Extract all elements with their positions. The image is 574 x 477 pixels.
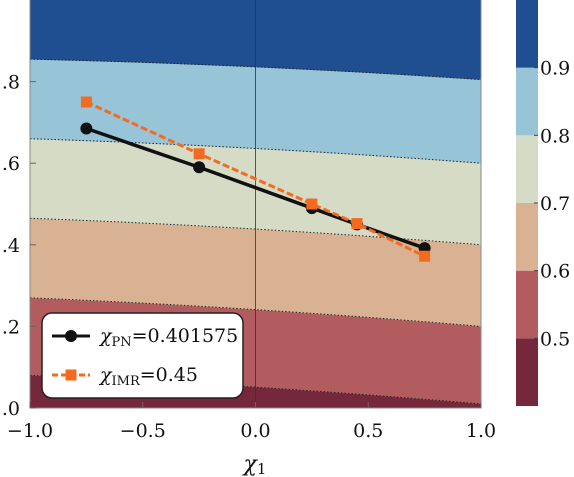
legend-label: χPN=0.401575 xyxy=(98,325,238,350)
colorbar-swatch xyxy=(516,0,538,68)
data-point-square xyxy=(419,250,431,262)
data-point-square xyxy=(80,96,92,108)
legend: χPN=0.401575 χIMR=0.45 xyxy=(41,312,244,399)
colorbar-tick-label: 0.7 xyxy=(540,193,570,215)
y-axis-ticks: .0 .2 .4 .6 .8 xyxy=(2,72,36,420)
y-tick-label: .4 xyxy=(2,235,20,257)
legend-box xyxy=(41,312,244,399)
legend-label: χIMR=0.45 xyxy=(98,364,198,389)
x-tick-label: −1.0 xyxy=(7,420,53,442)
series-line xyxy=(85,100,426,258)
colorbar-tick-label: 0.6 xyxy=(540,261,570,283)
colorbar-swatch xyxy=(516,203,538,271)
colorbar-swatch xyxy=(516,338,538,406)
data-point-square xyxy=(351,218,363,230)
legend-marker xyxy=(65,369,77,381)
x-axis-title: χ1 xyxy=(242,452,267,477)
y-tick-label: .2 xyxy=(2,316,20,338)
data-point-circle xyxy=(80,122,93,135)
contour-lines xyxy=(30,58,481,405)
data-point-square xyxy=(193,148,205,160)
data-point-circle xyxy=(193,161,206,174)
colorbar: 0.5 0.6 0.7 0.8 0.9 xyxy=(516,0,570,406)
colorbar-swatch xyxy=(516,67,538,136)
contour-line xyxy=(30,58,481,81)
y-tick-label: .8 xyxy=(2,72,20,94)
y-tick-label: .6 xyxy=(2,153,20,175)
x-tick-label: 1.0 xyxy=(466,420,496,442)
colorbar-swatch xyxy=(516,135,538,203)
x-tick-label: −0.5 xyxy=(120,420,166,442)
x-axis-ticks: −1.0 −0.5 0.0 0.5 1.0 xyxy=(7,402,496,442)
colorbar-tick-label: 0.8 xyxy=(540,125,570,147)
x-tick-label: 0.0 xyxy=(240,420,270,442)
contour-bands xyxy=(30,0,481,408)
data-point-square xyxy=(306,198,318,210)
colorbar-swatch xyxy=(516,270,538,339)
colorbar-tick-label: 0.5 xyxy=(540,328,570,350)
x-tick-label: 0.5 xyxy=(353,420,383,442)
series-layer xyxy=(80,96,431,262)
y-tick-label: .0 xyxy=(2,398,20,420)
legend-marker xyxy=(65,330,77,342)
colorbar-tick-label: 0.9 xyxy=(540,58,570,80)
